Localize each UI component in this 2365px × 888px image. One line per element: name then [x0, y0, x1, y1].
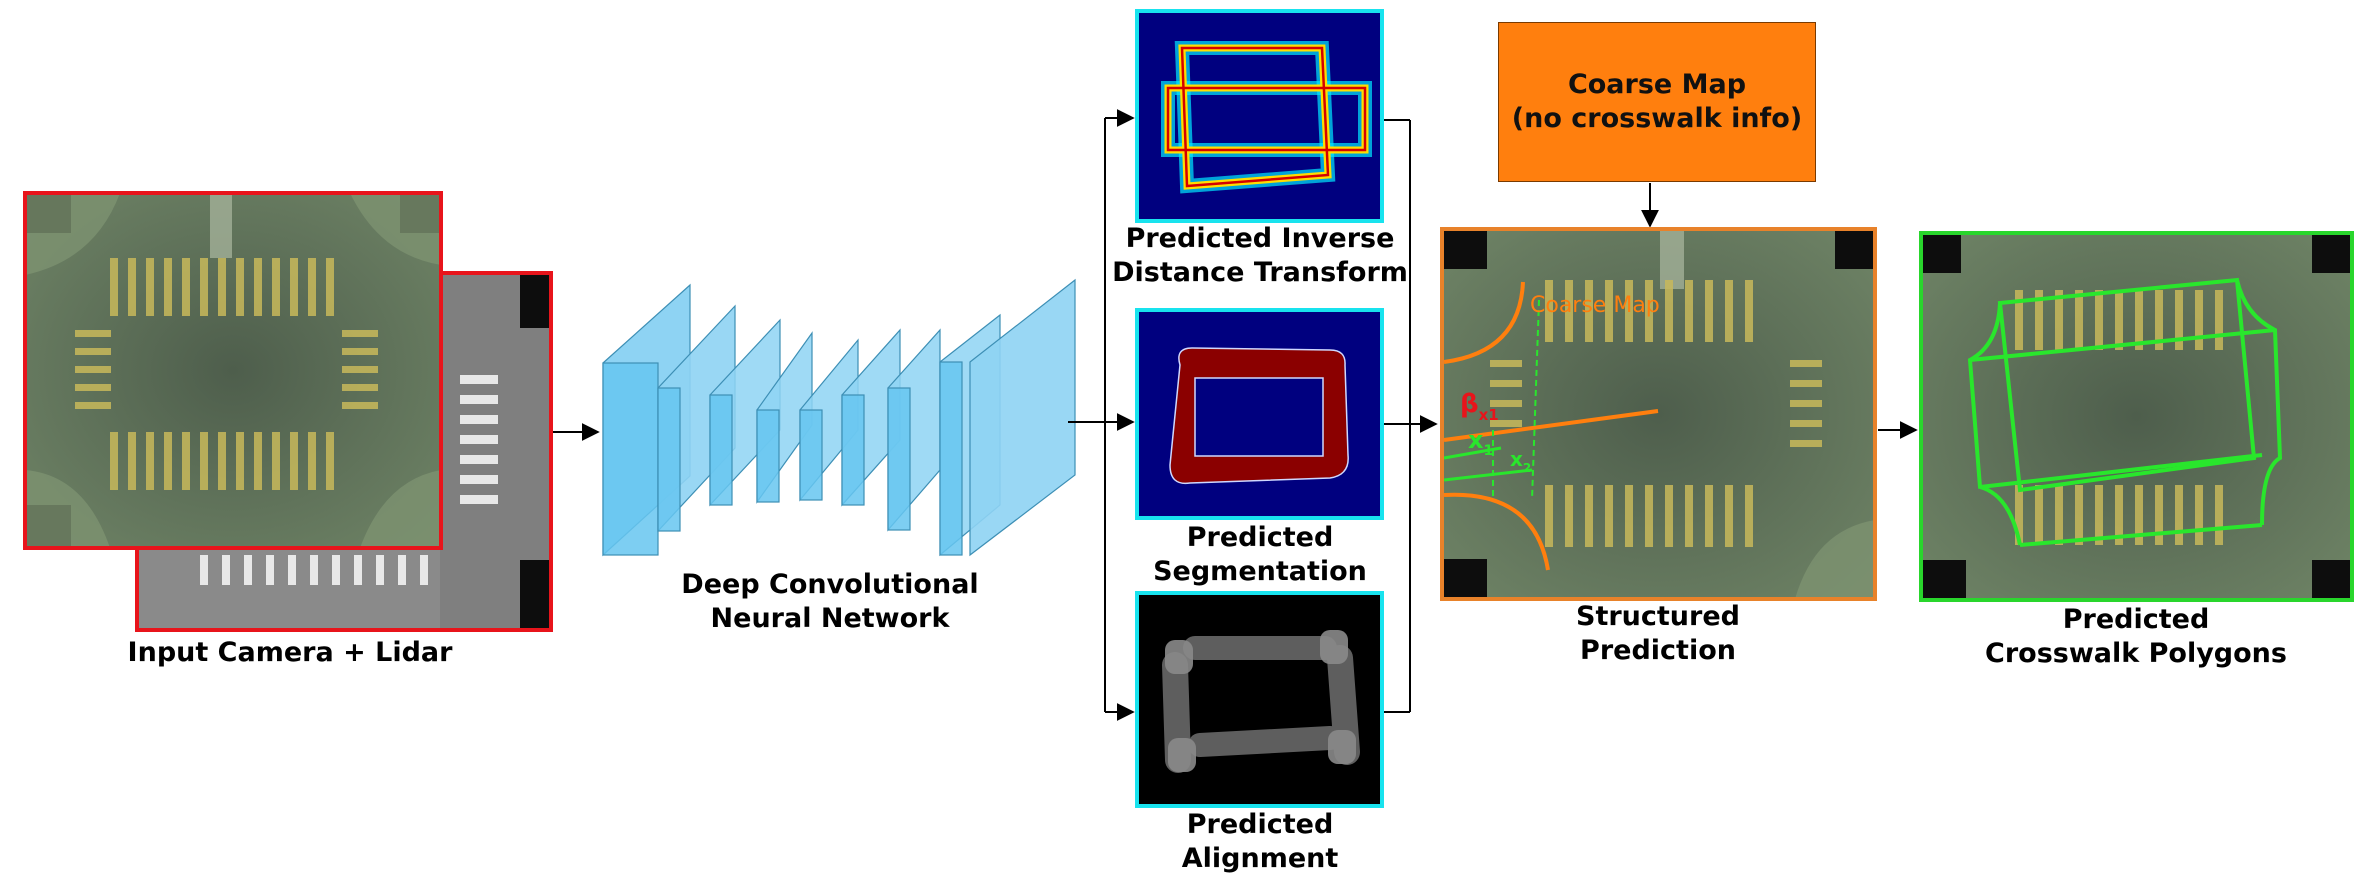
crosswalk-polygons-image	[1919, 231, 2354, 602]
x2-subscript: 2	[1523, 461, 1531, 475]
segmentation-line1: Predicted	[1186, 522, 1334, 553]
structured-line1: Structured	[1576, 601, 1740, 632]
arrow-outputs-to-structured	[1384, 119, 1438, 713]
x1-subscript: 1	[1483, 443, 1493, 459]
inverse-distance-line1: Predicted Inverse	[1125, 223, 1395, 254]
segmentation-label: Predicted Segmentation	[1105, 521, 1415, 589]
cnn-layer-3	[709, 318, 781, 507]
network-label: Deep Convolutional Neural Network	[660, 568, 1000, 636]
cnn-layer-7	[887, 328, 941, 532]
alignment-image	[1135, 591, 1384, 808]
segmentation-line2: Segmentation	[1153, 556, 1367, 587]
alignment-line2: Alignment	[1181, 843, 1339, 874]
network-label-line2: Neural Network	[710, 603, 950, 634]
beta-subscript: x1	[1479, 406, 1499, 424]
arrow-network-to-outputs	[1068, 109, 1135, 721]
beta-symbol: β	[1460, 389, 1479, 419]
segmentation-image	[1135, 308, 1384, 520]
x1-symbol: x	[1468, 426, 1484, 454]
alignment-label: Predicted Alignment	[1105, 808, 1415, 876]
inverse-distance-label: Predicted Inverse Distance Transform	[1105, 222, 1415, 290]
cnn-layer-9	[969, 278, 1076, 557]
final-line1: Predicted	[2062, 604, 2210, 635]
cnn-layer-4	[756, 331, 813, 504]
coarse-map-subtitle: (no crosswalk info)	[1511, 103, 1803, 134]
x2-symbol: x	[1510, 447, 1523, 471]
beta-label: βx1	[1460, 389, 1499, 424]
input-label: Input Camera + Lidar	[110, 636, 470, 670]
network-label-line1: Deep Convolutional	[681, 569, 979, 600]
structured-prediction-image	[1440, 227, 1877, 601]
cnn-layers	[602, 278, 1076, 557]
x2-label: x2	[1510, 447, 1531, 475]
coarse-map-box: Coarse Map (no crosswalk info)	[1498, 22, 1816, 182]
structured-label: Structured Prediction	[1508, 600, 1808, 668]
x1-label: x1	[1468, 426, 1493, 459]
alignment-line1: Predicted	[1186, 809, 1334, 840]
structured-line2: Prediction	[1580, 635, 1736, 666]
final-label: Predicted Crosswalk Polygons	[1976, 603, 2296, 671]
coarse-map-overlay-label: Coarse Map	[1530, 293, 1660, 318]
inverse-distance-line2: Distance Transform	[1112, 257, 1408, 288]
input-label-text: Input Camera + Lidar	[127, 637, 453, 668]
inverse-distance-image	[1135, 9, 1384, 223]
cnn-layer-6	[841, 328, 901, 507]
coarse-map-title: Coarse Map	[1567, 69, 1747, 100]
camera-image	[23, 191, 443, 550]
cnn-layer-2	[657, 304, 736, 533]
final-line2: Crosswalk Polygons	[1985, 638, 2287, 669]
